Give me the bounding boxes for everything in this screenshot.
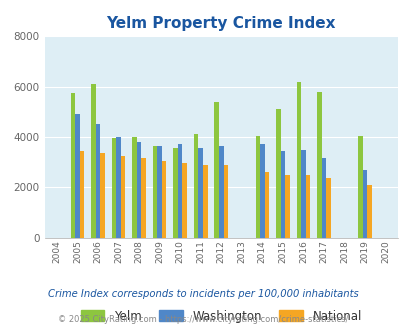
Bar	[264, 172, 269, 238]
Bar	[157, 146, 162, 238]
Bar	[367, 185, 371, 238]
Bar	[214, 102, 218, 238]
Legend: Yelm, Washington, National: Yelm, Washington, National	[75, 304, 367, 329]
Bar	[79, 151, 84, 238]
Bar	[202, 165, 207, 238]
Bar	[357, 136, 362, 238]
Bar	[218, 146, 223, 238]
Bar	[100, 153, 104, 238]
Bar	[111, 138, 116, 238]
Bar	[305, 175, 309, 238]
Bar	[162, 161, 166, 238]
Bar	[177, 145, 182, 238]
Bar	[255, 136, 260, 238]
Bar	[153, 146, 157, 238]
Bar	[260, 145, 264, 238]
Bar	[121, 156, 125, 238]
Bar	[316, 92, 321, 238]
Bar	[136, 142, 141, 238]
Bar	[91, 84, 96, 238]
Bar	[116, 137, 121, 238]
Title: Yelm Property Crime Index: Yelm Property Crime Index	[106, 16, 335, 31]
Bar	[296, 82, 301, 238]
Bar	[325, 179, 330, 238]
Bar	[362, 170, 367, 238]
Bar	[173, 148, 177, 238]
Bar	[75, 114, 79, 238]
Bar	[301, 149, 305, 238]
Bar	[321, 158, 325, 238]
Bar	[275, 109, 280, 238]
Bar	[70, 93, 75, 238]
Bar	[132, 137, 136, 238]
Bar	[198, 148, 202, 238]
Bar	[223, 165, 228, 238]
Text: © 2025 CityRating.com - https://www.cityrating.com/crime-statistics/: © 2025 CityRating.com - https://www.city…	[58, 315, 347, 324]
Bar	[284, 175, 289, 238]
Bar	[96, 124, 100, 238]
Text: Crime Index corresponds to incidents per 100,000 inhabitants: Crime Index corresponds to incidents per…	[47, 289, 358, 299]
Bar	[141, 158, 145, 238]
Bar	[182, 163, 187, 238]
Bar	[280, 151, 284, 238]
Bar	[194, 134, 198, 238]
